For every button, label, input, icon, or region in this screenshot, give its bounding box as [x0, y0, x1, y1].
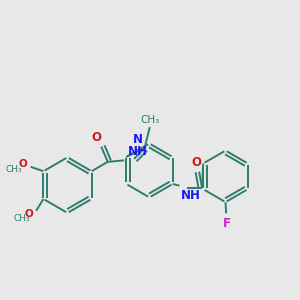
Text: O: O	[19, 159, 28, 169]
Text: CH₃: CH₃	[140, 115, 160, 125]
Text: NH: NH	[128, 145, 148, 158]
Text: O: O	[25, 208, 33, 219]
Text: N: N	[133, 133, 143, 146]
Text: O: O	[191, 156, 201, 169]
Text: CH₃: CH₃	[6, 165, 22, 174]
Text: O: O	[91, 131, 101, 144]
Text: CH₃: CH₃	[14, 214, 30, 224]
Text: F: F	[223, 217, 231, 230]
Text: NH: NH	[181, 189, 200, 202]
